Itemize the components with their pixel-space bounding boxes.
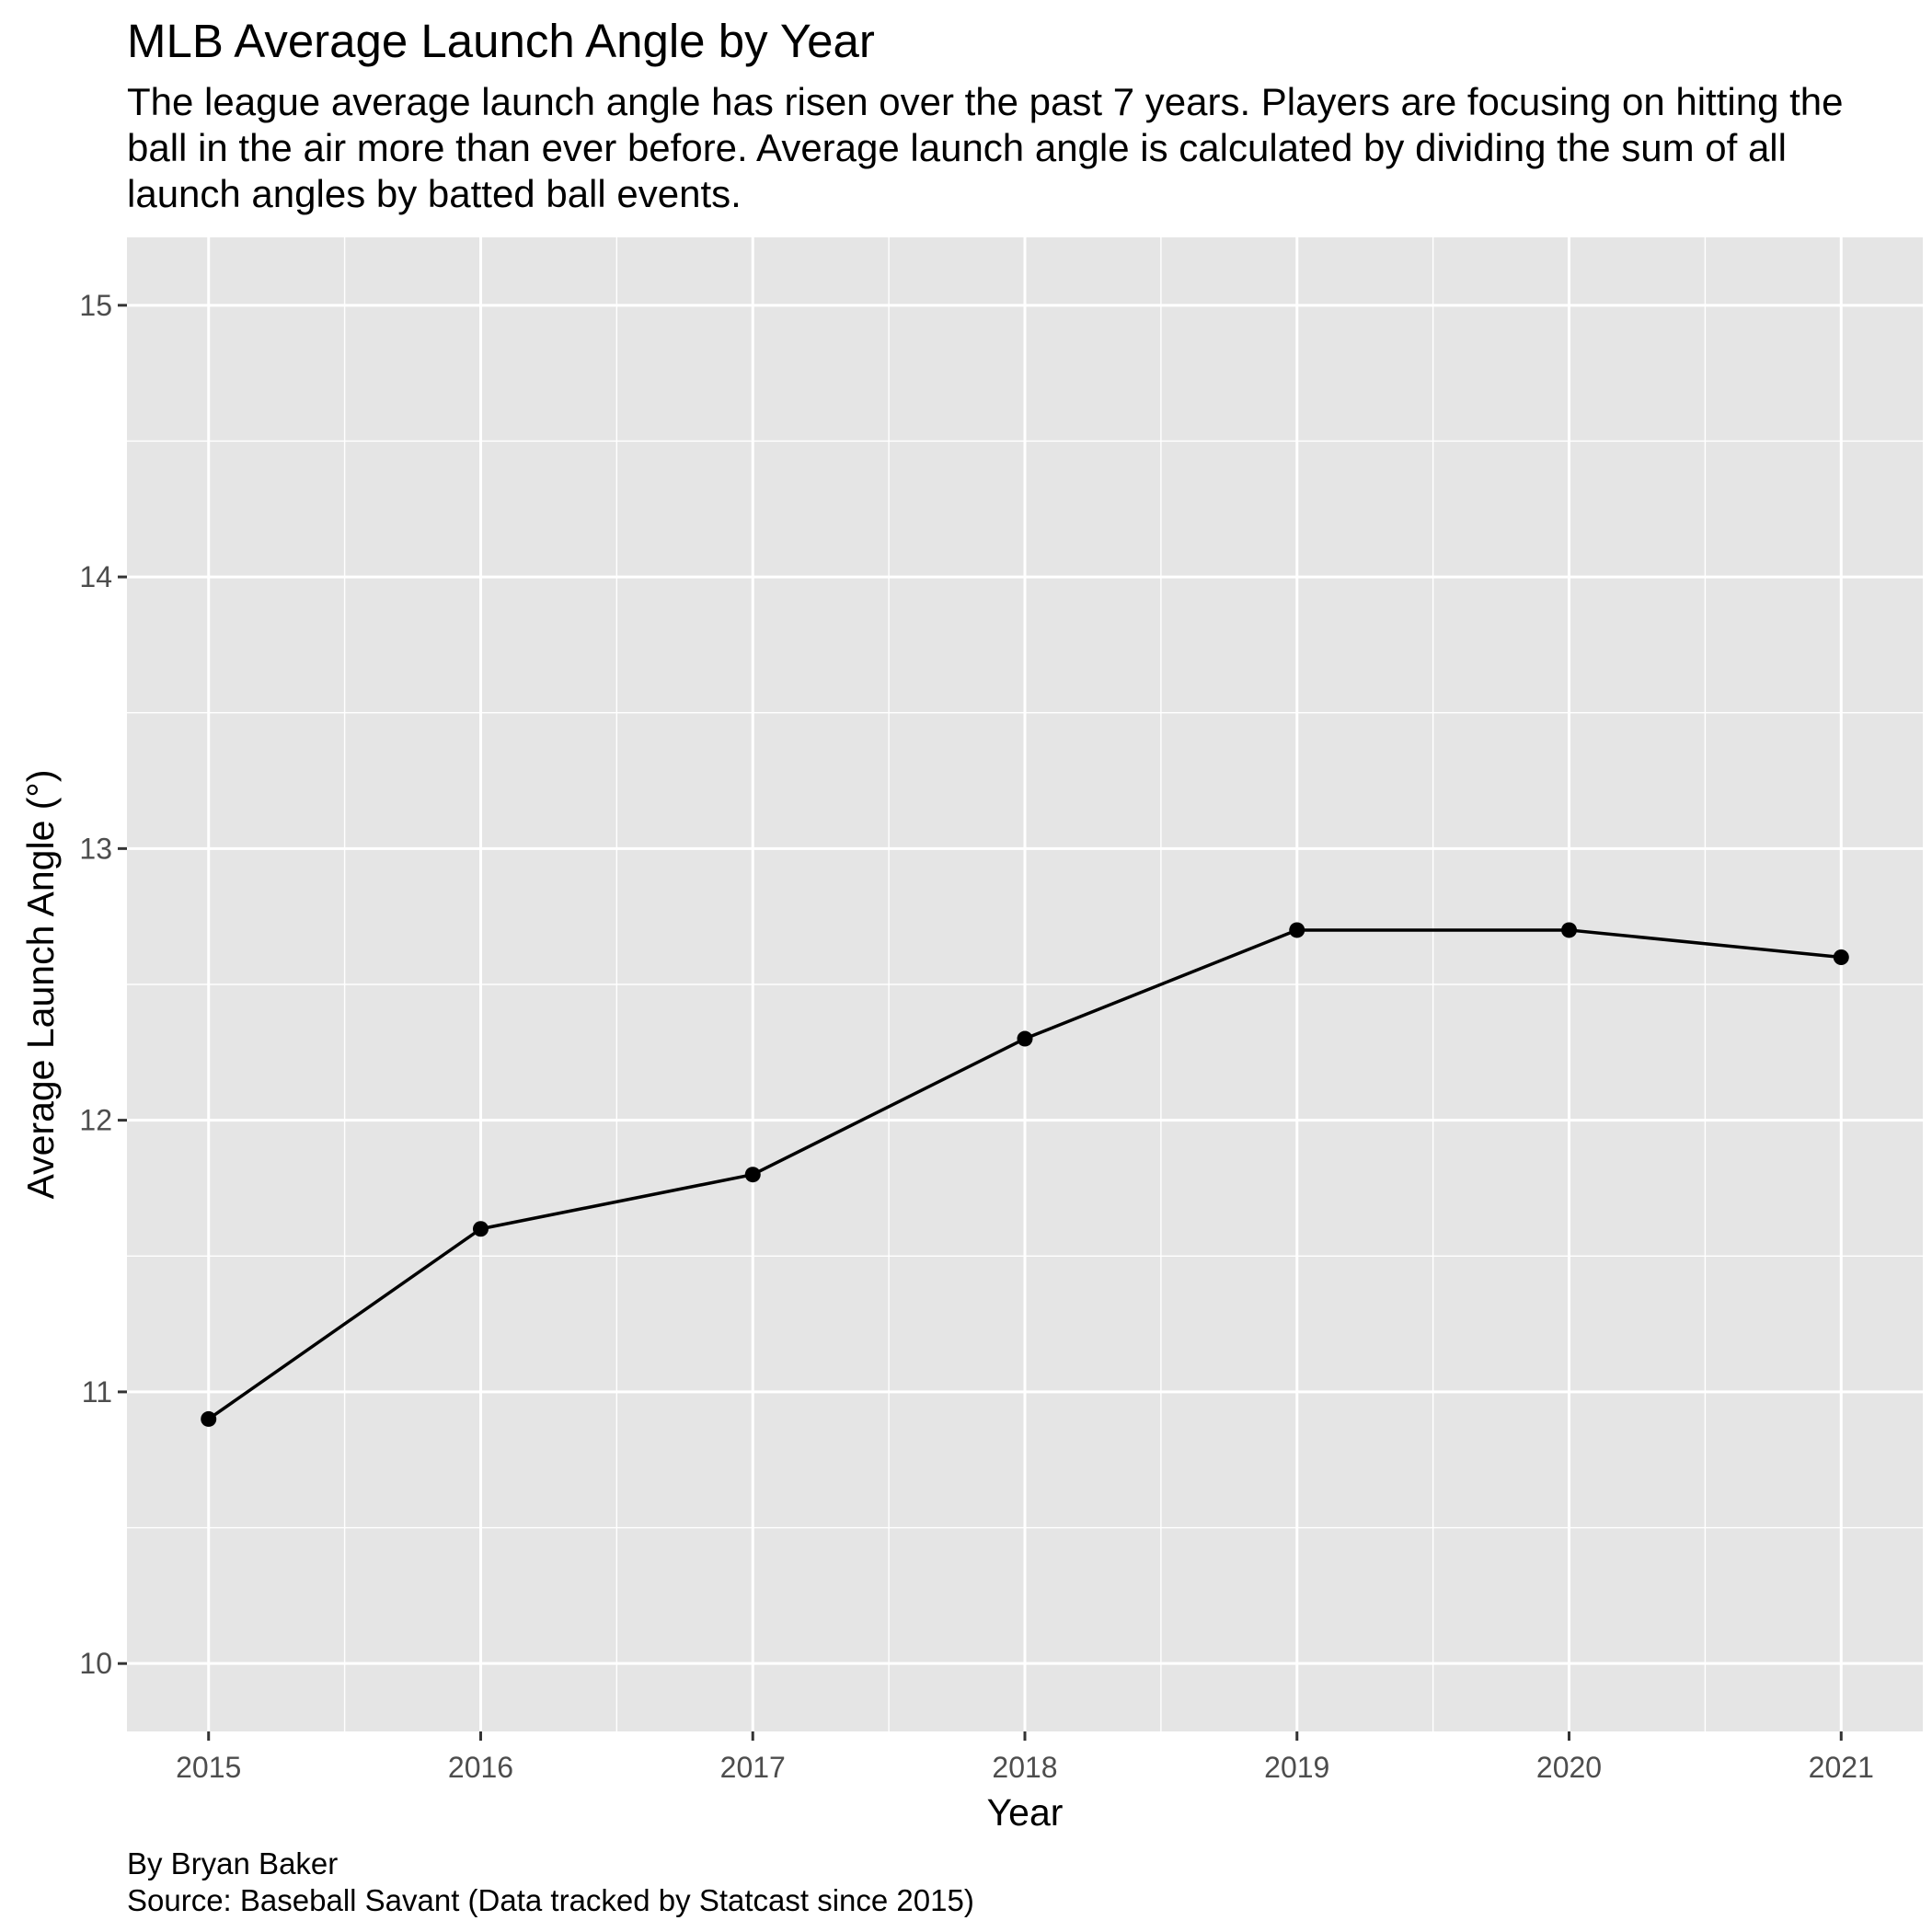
data-point	[1833, 949, 1849, 965]
x-tick-label: 2017	[720, 1751, 786, 1784]
x-tick-label: 2020	[1536, 1751, 1602, 1784]
data-point	[472, 1221, 489, 1237]
axis-ticks	[118, 304, 1843, 1741]
data-point	[201, 1410, 217, 1427]
y-tick-label: 15	[79, 289, 112, 322]
x-tick-label: 2015	[176, 1751, 241, 1784]
chart-subtitle: The league average launch angle has rise…	[127, 80, 1844, 215]
x-tick-label: 2019	[1264, 1751, 1329, 1784]
y-axis-title: Average Launch Angle (°)	[19, 770, 62, 1200]
y-tick-label: 11	[82, 1375, 112, 1409]
y-tick-label: 13	[79, 832, 112, 865]
series-layer	[201, 922, 1849, 1427]
data-point	[1017, 1030, 1033, 1047]
caption-source: Source: Baseball Savant (Data tracked by…	[127, 1883, 974, 1917]
y-tick-label: 10	[79, 1647, 112, 1680]
y-tick-label: 14	[79, 560, 112, 593]
caption-author: By Bryan Baker	[127, 1846, 339, 1880]
data-point	[1289, 922, 1305, 938]
x-tick-label: 2021	[1809, 1751, 1874, 1784]
chart-title: MLB Average Launch Angle by Year	[127, 15, 875, 67]
chart-caption: By Bryan Baker Source: Baseball Savant (…	[127, 1846, 974, 1919]
data-point	[744, 1167, 761, 1183]
x-axis-title: Year	[987, 1791, 1064, 1834]
y-axis-tick-labels: 10 11 12 13 14 15	[79, 289, 112, 1680]
data-point	[1561, 922, 1578, 938]
x-tick-label: 2016	[448, 1751, 513, 1784]
x-tick-label: 2018	[992, 1751, 1057, 1784]
x-axis-tick-labels: 2015 2016 2017 2018 2019 2020 2021	[176, 1751, 1874, 1784]
major-gridlines	[127, 237, 1923, 1731]
y-tick-label: 12	[79, 1104, 112, 1137]
